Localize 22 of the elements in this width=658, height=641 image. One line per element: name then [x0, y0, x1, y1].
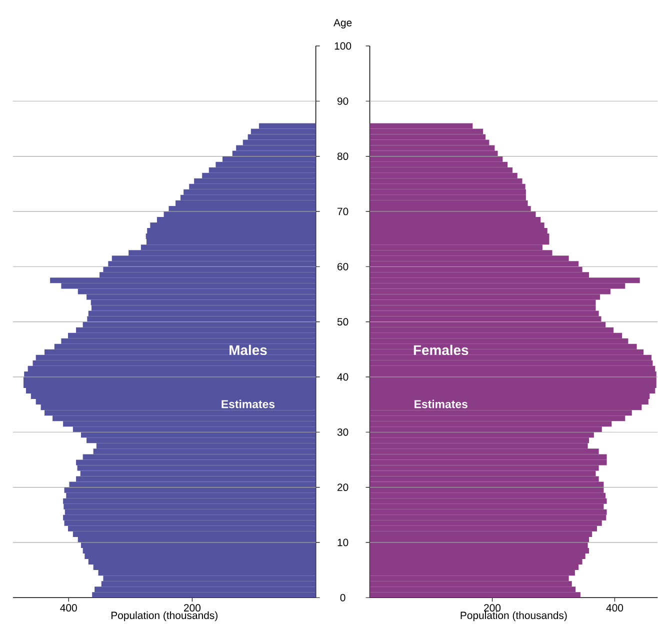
y-tick-label: 60: [338, 263, 348, 271]
y-tick-label: 90: [337, 98, 348, 106]
y-tick-label: 50: [337, 318, 348, 326]
x-tick-label: 200: [184, 604, 201, 612]
x-axis-title: Population (thousands): [112, 612, 218, 622]
y-tick-label: 30: [337, 428, 348, 436]
y-tick-label: 100: [334, 42, 352, 50]
series-label: Males: [230, 345, 267, 356]
y-tick-label: 10: [338, 538, 348, 546]
annotation: Estimates: [414, 400, 468, 408]
annotation: Estimates: [222, 400, 275, 408]
y-tick-label: 0: [340, 594, 346, 602]
x-tick-label: 200: [484, 604, 501, 612]
y-tick-label: 70: [338, 208, 348, 216]
y-tick-label: 80: [337, 152, 348, 160]
series-label: Females: [414, 345, 468, 356]
x-axis-title: Population (thousands): [460, 612, 567, 622]
y-tick-label: 40: [337, 373, 348, 381]
x-tick-label: 400: [60, 604, 77, 612]
x-tick-label: 400: [606, 604, 624, 612]
y-axis-title: Age: [334, 19, 352, 29]
y-tick-label: 20: [338, 484, 348, 492]
